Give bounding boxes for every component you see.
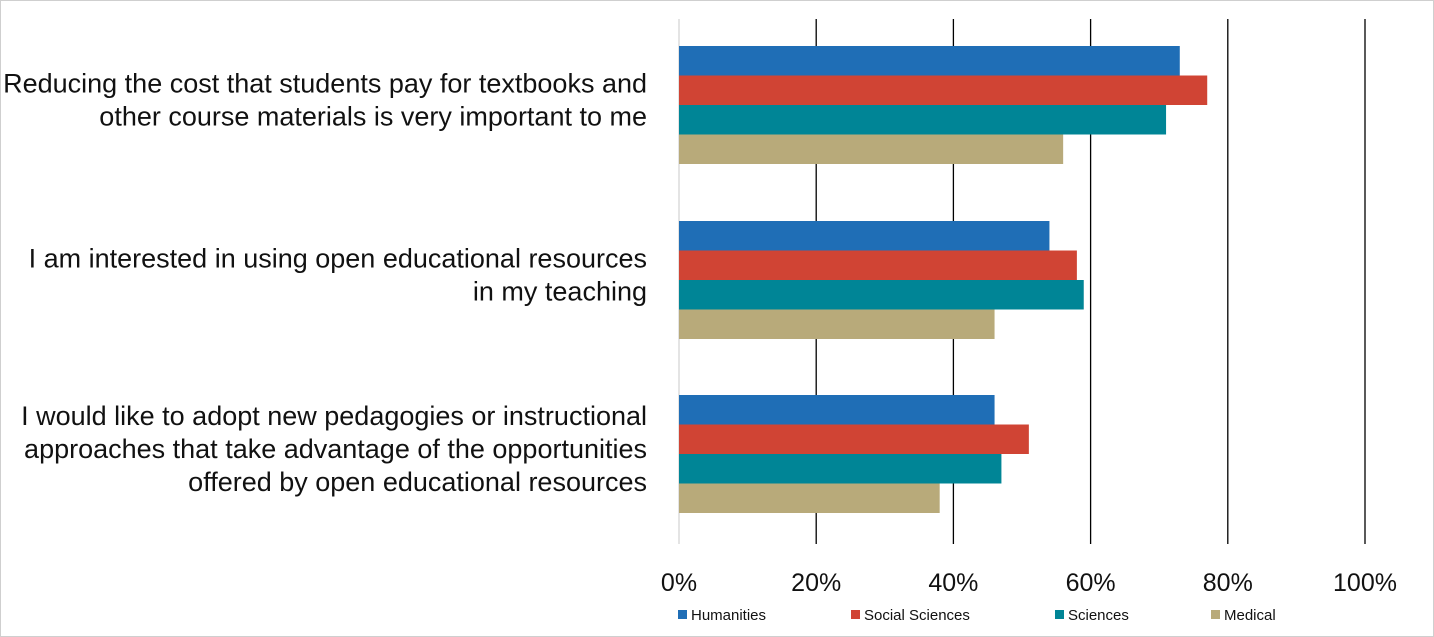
legend-label: Medical xyxy=(1224,607,1276,624)
x-tick-label: 40% xyxy=(928,569,978,597)
bar-medical xyxy=(679,483,940,513)
category-label-line: I would like to adopt new pedagogies or … xyxy=(21,401,647,431)
x-tick-label: 60% xyxy=(1066,569,1116,597)
category-label-line: Reducing the cost that students pay for … xyxy=(3,69,647,99)
legend-label: Social Sciences xyxy=(864,607,970,624)
category-label-line: in my teaching xyxy=(473,277,647,307)
x-tick-labels: 0% 20% 40% 60% 80% 100% xyxy=(661,569,1397,597)
legend-swatch xyxy=(678,610,687,619)
bar-medical xyxy=(679,309,995,339)
bar-humanities xyxy=(679,46,1180,76)
category-label: I am interested in using open educationa… xyxy=(29,244,647,307)
legend-label: Sciences xyxy=(1068,607,1129,624)
x-tick-label: 80% xyxy=(1203,569,1253,597)
category-label: Reducing the cost that students pay for … xyxy=(3,69,647,132)
bar-social-sciences xyxy=(679,75,1208,105)
category-labels: Reducing the cost that students pay for … xyxy=(3,69,647,498)
legend-swatch xyxy=(851,610,860,619)
legend: Humanities Social Sciences Sciences Medical xyxy=(678,607,1276,624)
bar-sciences xyxy=(679,280,1084,310)
bar-sciences xyxy=(679,454,1002,484)
bar-humanities xyxy=(679,395,995,425)
category-label-line: offered by open educational resources xyxy=(188,467,647,497)
category-label-line: I am interested in using open educationa… xyxy=(29,244,647,274)
bar-social-sciences xyxy=(679,250,1077,280)
x-tick-label: 100% xyxy=(1333,569,1397,597)
bar-sciences xyxy=(679,105,1167,135)
x-tick-label: 0% xyxy=(661,569,697,597)
bar-humanities xyxy=(679,221,1050,251)
category-label: I would like to adopt new pedagogies or … xyxy=(21,401,647,497)
bar-medical xyxy=(679,134,1064,164)
bar-social-sciences xyxy=(679,424,1029,454)
legend-swatch xyxy=(1211,610,1220,619)
x-tick-label: 20% xyxy=(791,569,841,597)
category-label-line: other course materials is very important… xyxy=(99,102,647,132)
category-label-line: approaches that take advantage of the op… xyxy=(24,434,647,464)
bars xyxy=(679,46,1208,513)
legend-swatch xyxy=(1055,610,1064,619)
legend-label: Humanities xyxy=(691,607,766,624)
